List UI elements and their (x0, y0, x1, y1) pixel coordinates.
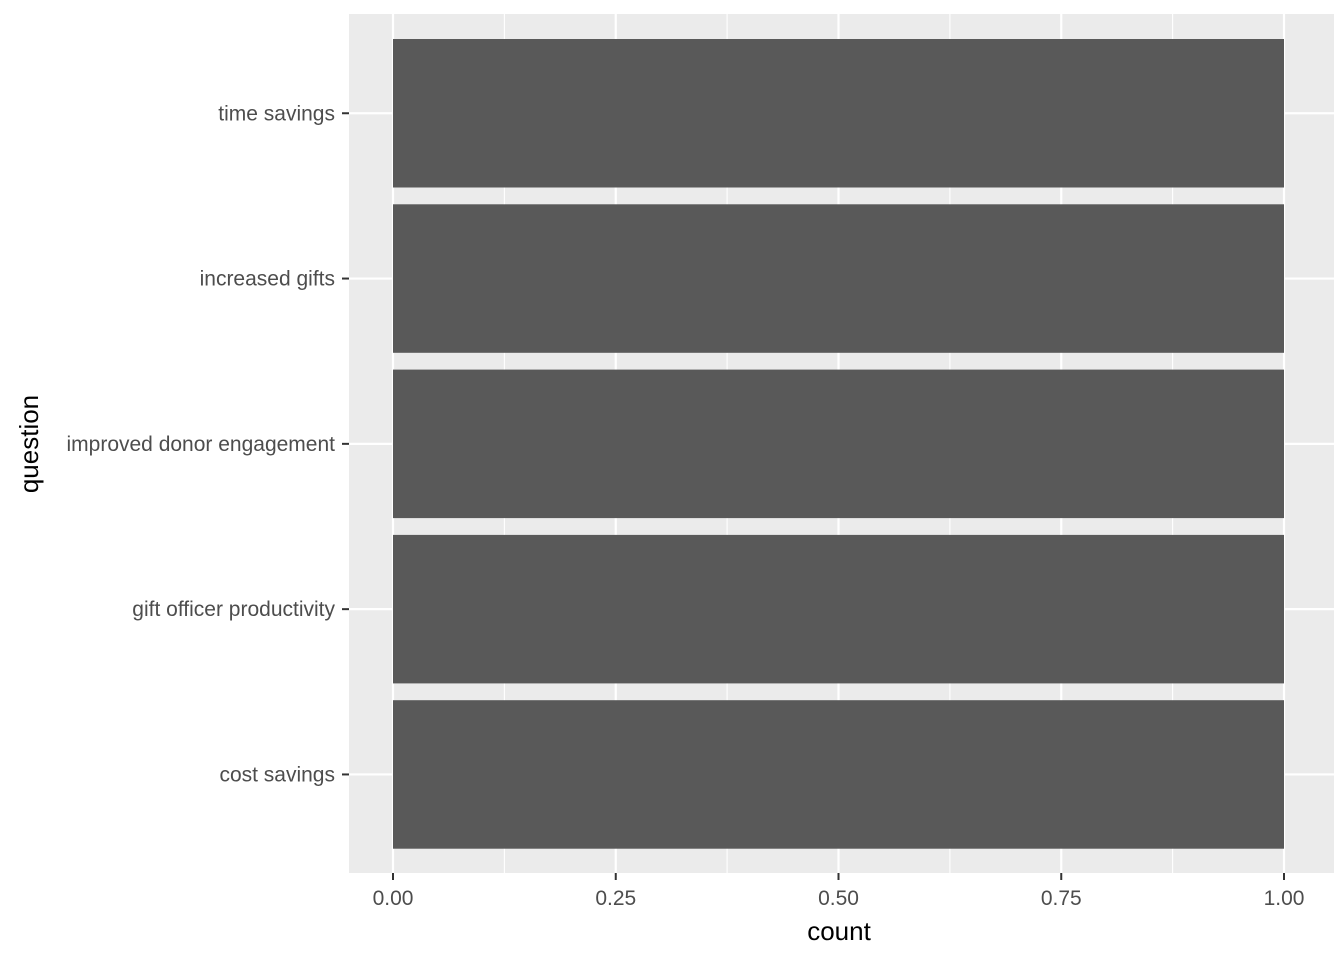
y-tick-label: time savings (218, 102, 335, 125)
x-tick-label: 0.75 (1041, 887, 1082, 910)
bar-cost-savings (393, 700, 1284, 849)
x-tick-label: 0.50 (818, 887, 859, 910)
x-tick-label: 0.25 (595, 887, 636, 910)
bars (393, 39, 1284, 849)
y-axis-title: question (14, 395, 44, 493)
bar-time-savings (393, 39, 1284, 188)
bar-improved-donor-engagement (393, 369, 1284, 519)
bar-increased-gifts (393, 204, 1284, 353)
x-tick-label: 1.00 (1264, 887, 1305, 910)
y-tick-label: increased gifts (200, 268, 335, 291)
y-tick-label: cost savings (219, 763, 335, 786)
y-tick-label: improved donor engagement (66, 433, 335, 456)
bar-gift-officer-productivity (393, 534, 1284, 684)
x-axis: 0.00 0.25 0.50 0.75 1.00 (373, 873, 1305, 910)
x-tick-label: 0.00 (373, 887, 414, 910)
y-axis: time savings increased gifts improved dono… (66, 102, 349, 786)
x-axis-title: count (807, 916, 871, 946)
y-tick-label: gift officer productivity (132, 598, 335, 621)
